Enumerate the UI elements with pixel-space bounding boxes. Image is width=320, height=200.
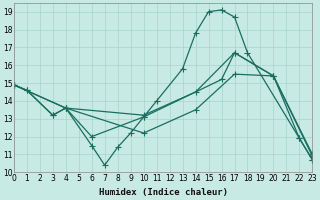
X-axis label: Humidex (Indice chaleur): Humidex (Indice chaleur): [99, 188, 228, 197]
